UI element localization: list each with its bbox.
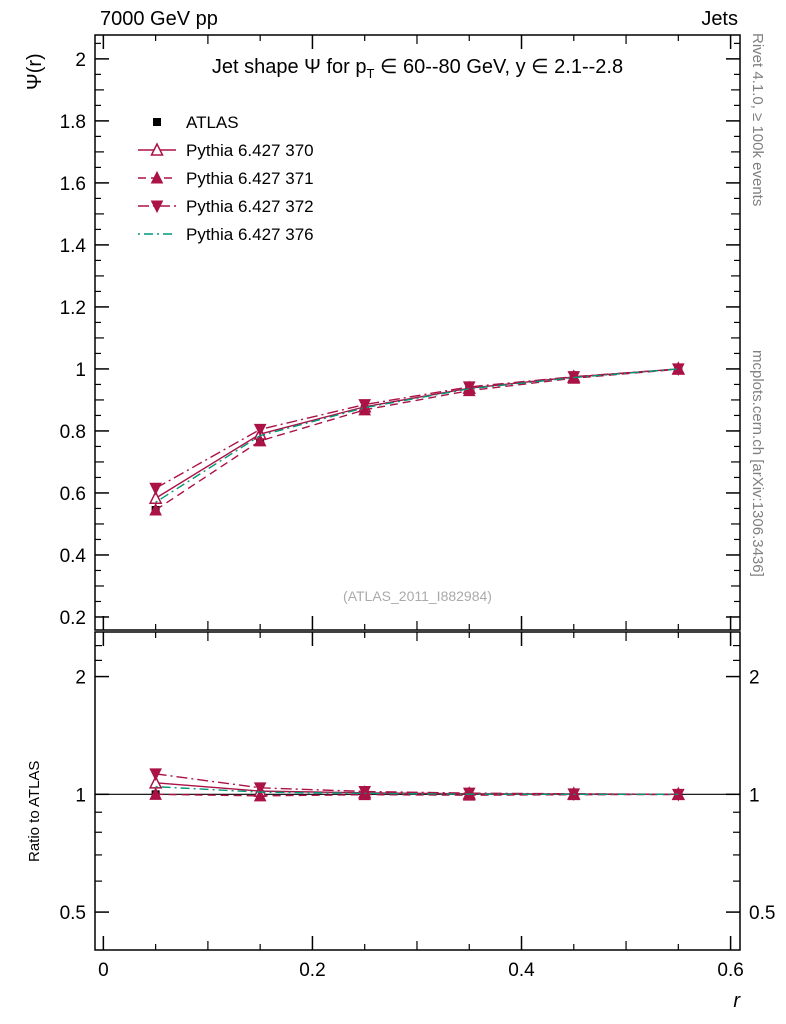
triangle-down-marker-icon bbox=[462, 381, 476, 395]
triangle-down-marker-icon bbox=[149, 482, 162, 496]
legend-label: Pythia 6.427 370 bbox=[186, 141, 314, 160]
y-tick-label: 1.4 bbox=[60, 236, 87, 257]
mcplots-reference-note: mcplots.cern.ch [arXiv:1306.3436] bbox=[749, 350, 766, 577]
series-pythia-6.427-372 bbox=[149, 768, 685, 802]
main-y-axis-title: Ψ(r) bbox=[24, 53, 46, 90]
x-tick-label: 0 bbox=[98, 960, 109, 981]
x-axis-title: r bbox=[733, 990, 740, 1012]
legend-label: Pythia 6.427 372 bbox=[186, 197, 314, 216]
y-tick-label-right: 0.5 bbox=[749, 903, 775, 924]
plot-title: Jet shape Ψ for pT ∈ 60--80 GeV, y ∈ 2.1… bbox=[95, 54, 740, 81]
legend-label: Pythia 6.427 376 bbox=[186, 225, 314, 244]
panel-main: 0.2 0.4 0.6 0.8 1 1.2 1.4 1.6 1.8 2 bbox=[60, 34, 741, 631]
triangle-up-marker-icon bbox=[150, 170, 164, 184]
y-tick-label-right: 1 bbox=[749, 785, 760, 806]
triangle-down-marker-icon bbox=[358, 785, 372, 799]
axis-frame bbox=[94, 631, 741, 951]
y-tick-label: 1 bbox=[75, 785, 86, 806]
title-part1: Jet shape Ψ for p bbox=[211, 56, 367, 78]
square-marker-icon bbox=[153, 118, 161, 126]
triangle-up-marker-icon bbox=[253, 433, 267, 447]
y-tick-label: 1.6 bbox=[60, 174, 86, 195]
triangle-down-marker-icon bbox=[253, 423, 267, 437]
open-triangle-up-marker-icon bbox=[150, 142, 164, 156]
y-tick-label-right: 2 bbox=[749, 668, 760, 689]
title-subscript: T bbox=[366, 66, 375, 81]
y-tick-label: 0.5 bbox=[60, 903, 86, 924]
y-tick-label: 2 bbox=[75, 50, 86, 71]
legend: ATLAS Pythia 6.427 370 Pythia 6.427 371 Pyt… bbox=[138, 113, 314, 244]
y-tick-label: 2 bbox=[75, 668, 86, 689]
legend-label: Pythia 6.427 371 bbox=[186, 169, 314, 188]
x-tick-label: 0.6 bbox=[717, 960, 743, 981]
series-pythia-6.427-371 bbox=[149, 362, 685, 516]
y-tick-label: 1.8 bbox=[60, 112, 86, 133]
legend-item-pythia-6.427-376: Pythia 6.427 376 bbox=[138, 225, 314, 244]
legend-label: ATLAS bbox=[186, 113, 239, 132]
series-pythia-6.427-370 bbox=[148, 775, 686, 801]
panel-ratio: 0 0.2 0.4 0.6 0.5 0.5 1 1 2 2 bbox=[60, 631, 775, 981]
beam-energy-label: 7000 GeV pp bbox=[100, 8, 218, 30]
ratio-y-axis-title: Ratio to ATLAS bbox=[26, 760, 43, 862]
triangle-up-marker-icon bbox=[149, 787, 162, 800]
y-tick-label: 0.6 bbox=[60, 484, 86, 505]
y-tick-label: 0.4 bbox=[60, 546, 87, 567]
y-tick-label: 0.8 bbox=[60, 422, 86, 443]
series-pythia-6.427-372 bbox=[149, 363, 685, 496]
triangle-up-marker-icon bbox=[253, 788, 267, 802]
triangle-down-marker-icon bbox=[149, 768, 162, 781]
triangle-down-marker-icon bbox=[253, 782, 267, 795]
legend-item-pythia-6.427-372: Pythia 6.427 372 bbox=[138, 197, 314, 216]
series-pythia-6.427-370 bbox=[148, 361, 686, 504]
series-atlas bbox=[151, 364, 683, 515]
y-tick-label: 0.2 bbox=[60, 608, 86, 629]
rivet-version-note: Rivet 4.1.0, ≥ 100k events bbox=[749, 33, 766, 207]
y-tick-label: 1 bbox=[75, 360, 86, 381]
legend-item-pythia-6.427-370: Pythia 6.427 370 bbox=[138, 141, 314, 160]
analysis-group-label: Jets bbox=[701, 8, 738, 30]
series-pythia-6.427-376 bbox=[155, 785, 679, 796]
legend-item-pythia-6.427-371: Pythia 6.427 371 bbox=[138, 169, 314, 188]
triangle-up-marker-icon bbox=[149, 502, 162, 516]
series-pythia-6.427-376 bbox=[155, 368, 679, 503]
x-tick-label: 0.4 bbox=[508, 960, 535, 981]
triangle-down-marker-icon bbox=[150, 200, 164, 214]
legend-item-atlas: ATLAS bbox=[153, 113, 239, 132]
title-part2: ∈ 60--80 GeV, y ∈ 2.1--2.8 bbox=[374, 56, 624, 78]
triangle-down-marker-icon bbox=[358, 399, 372, 412]
x-tick-label: 0.2 bbox=[299, 960, 325, 981]
watermark-analysis-id: (ATLAS_2011_I882984) bbox=[343, 588, 492, 604]
y-tick-label: 1.2 bbox=[60, 298, 86, 319]
